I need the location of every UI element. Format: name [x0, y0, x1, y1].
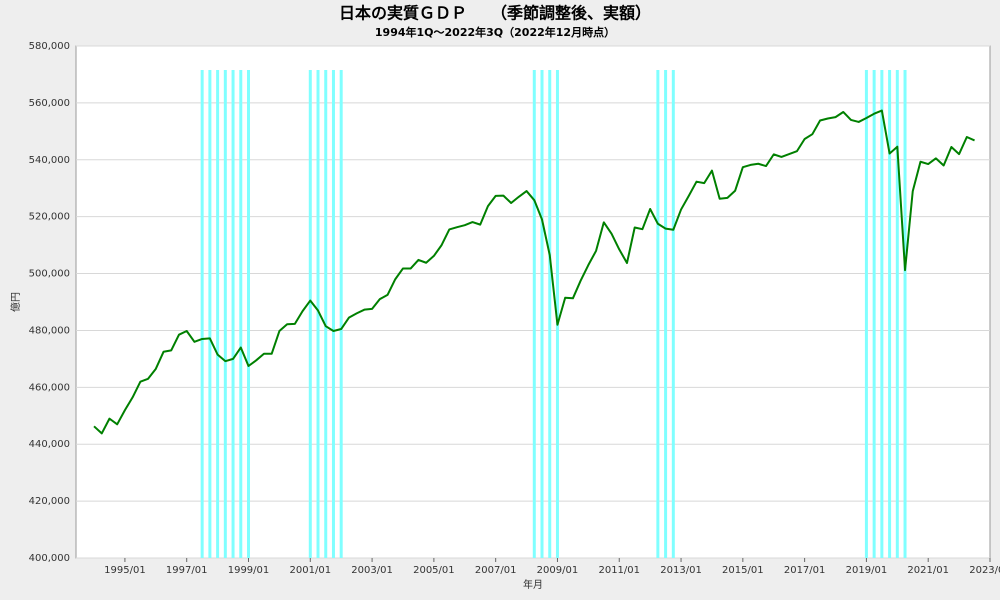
- x-tick-label: 2015/01: [722, 565, 764, 576]
- y-tick-label: 560,000: [29, 98, 70, 109]
- x-tick-label: 2023/01: [969, 565, 1000, 576]
- y-tick-label: 540,000: [29, 155, 70, 166]
- x-tick-label: 2005/01: [413, 565, 455, 576]
- x-tick-label: 2003/01: [351, 565, 393, 576]
- x-tick-label: 2009/01: [537, 565, 579, 576]
- x-axis-label: 年月: [523, 578, 543, 591]
- y-tick-label: 420,000: [29, 496, 70, 507]
- chart-title: 日本の実質ＧＤＰ （季節調整後、実額）: [339, 4, 651, 23]
- data-line: [93, 109, 975, 435]
- x-tick-label: 2019/01: [846, 565, 888, 576]
- x-tick-label: 1999/01: [228, 565, 270, 576]
- x-tick-label: 2021/01: [907, 565, 949, 576]
- y-tick-label: 520,000: [29, 212, 70, 223]
- x-tick-label: 2007/01: [475, 565, 517, 576]
- x-tick-label: 1997/01: [166, 565, 208, 576]
- y-tick-label: 400,000: [29, 553, 70, 564]
- y-tick-label: 460,000: [29, 382, 70, 393]
- x-tick-label: 2017/01: [784, 565, 826, 576]
- y-tick-label: 500,000: [29, 269, 70, 280]
- chart-subtitle: 1994年1Q～2022年3Q（2022年12月時点）: [375, 25, 615, 39]
- y-tick-label: 440,000: [29, 439, 70, 450]
- x-tick-label: 2001/01: [290, 565, 332, 576]
- y-axis-label: 億円: [9, 292, 22, 312]
- x-tick-label: 1995/01: [104, 565, 146, 576]
- y-tick-label: 480,000: [29, 325, 70, 336]
- y-tick-label: 580,000: [29, 41, 70, 52]
- x-tick-label: 2011/01: [598, 565, 640, 576]
- x-tick-label: 2013/01: [660, 565, 702, 576]
